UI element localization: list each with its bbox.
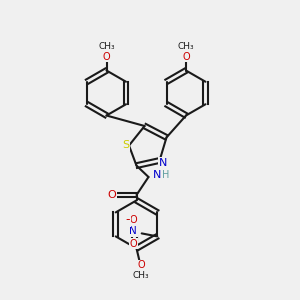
Text: N: N [153, 170, 161, 181]
Text: O: O [107, 190, 116, 200]
Text: O: O [103, 52, 110, 62]
Text: O: O [182, 52, 190, 62]
Text: O: O [130, 215, 137, 225]
Text: CH₃: CH₃ [133, 272, 149, 280]
Text: O: O [137, 260, 145, 271]
Text: CH₃: CH₃ [178, 42, 194, 51]
Text: N: N [129, 226, 137, 236]
Text: H: H [162, 170, 169, 181]
Text: S: S [122, 140, 129, 151]
Text: N: N [158, 158, 167, 168]
Text: -: - [126, 213, 130, 226]
Text: O: O [130, 239, 137, 249]
Text: CH₃: CH₃ [98, 42, 115, 51]
